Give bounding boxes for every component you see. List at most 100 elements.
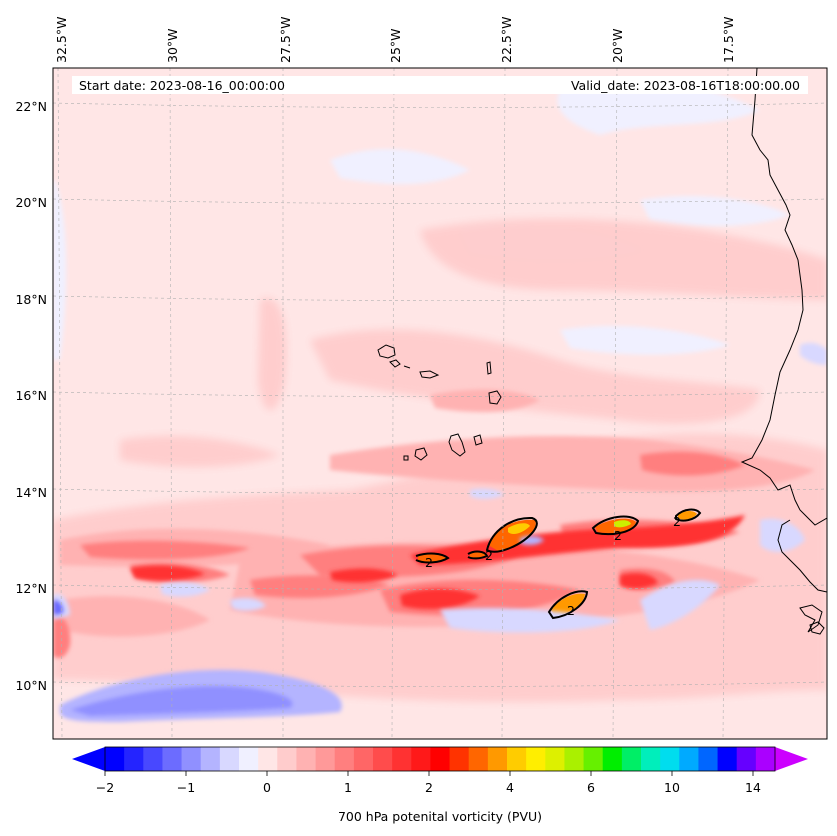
lon-label: 30°W (165, 28, 180, 63)
lon-label: 25°W (388, 28, 403, 63)
lat-label: 20°N (15, 195, 47, 210)
contour-labels: 2 2 2 2 2 (425, 514, 681, 618)
colorbar-cell (258, 747, 278, 771)
africa-coastline (777, 519, 827, 593)
colorbar-cell (641, 747, 661, 771)
colorbar-cell (162, 747, 183, 771)
pv-band-2 (430, 389, 540, 413)
contour-label: 2 (614, 528, 622, 543)
pv-contour (415, 552, 450, 564)
island-santo-antao (377, 344, 396, 359)
parallel (53, 198, 827, 204)
neg-pv-patch (330, 149, 470, 185)
lat-label: 10°N (15, 678, 47, 693)
island-boa-vista (488, 390, 502, 405)
pv-contour (485, 516, 538, 553)
lat-label: 12°N (15, 581, 47, 596)
start-date-label: Start date: 2023-08-16_00:00:00 (79, 78, 285, 93)
island-fogo (414, 447, 428, 461)
island-sao-vicente (389, 359, 401, 368)
pv-band-3 (80, 540, 250, 560)
contour-label: 2 (673, 514, 681, 529)
colorbar-tick-label: 14 (745, 780, 761, 795)
pv-contour (675, 508, 702, 522)
pv-core (678, 511, 697, 520)
colorbar-tick-label: 10 (664, 780, 680, 795)
colorbar-tick-label: 1 (344, 780, 352, 795)
colorbar-extend-low (72, 747, 105, 771)
valid-date-label: Valid_date: 2023-08-16T18:00:00.00 (571, 78, 800, 93)
lon-label: 17.5°W (721, 17, 736, 63)
colorbar-cell (353, 747, 374, 771)
colorbar-cell (392, 747, 412, 771)
latitude-labels: 22°N 20°N 18°N 16°N 14°N 12°N 10°N (15, 99, 47, 693)
pv-core (614, 520, 631, 528)
colorbar-cell (296, 747, 317, 771)
lat-label: 18°N (15, 292, 47, 307)
parallel (53, 102, 827, 108)
colorbar-cell (219, 747, 240, 771)
colorbar-ticks (104, 771, 754, 776)
colorbar-tick-label: −1 (177, 780, 195, 795)
colorbar-cell (679, 747, 699, 771)
colorbar-cell (449, 747, 470, 771)
lon-label: 22.5°W (499, 17, 514, 63)
pv-contour (467, 550, 489, 560)
neg-pv-patch (440, 608, 620, 633)
lon-label: 32.5°W (54, 17, 69, 63)
colorbar-cell (526, 747, 546, 771)
parallel (53, 391, 827, 397)
pv-contour (547, 590, 589, 620)
graticule (53, 68, 827, 739)
pv-band-3 (640, 451, 745, 476)
africa-coastline (809, 621, 825, 635)
neg-pv-patch (470, 488, 504, 499)
parallel (53, 584, 827, 590)
neg-pv-patch (760, 518, 805, 552)
pv-band-4 (130, 565, 205, 581)
parallel (53, 295, 827, 301)
colorbar-cell (736, 747, 757, 771)
colorbar-cell (239, 747, 259, 771)
meridian (612, 68, 618, 739)
africa-coastline (799, 604, 823, 633)
pv-band-2 (60, 596, 210, 637)
meridian (57, 68, 63, 739)
neg-pv-patch (640, 195, 790, 227)
neg-pv-patch (160, 582, 210, 597)
meridian (391, 68, 395, 739)
colorbar-cell (468, 747, 489, 771)
lat-label: 16°N (15, 388, 47, 403)
colorbar-cell (430, 747, 451, 771)
colorbar-cell (602, 747, 623, 771)
pv-2-contours (415, 508, 702, 620)
colorbar-tick-labels: −2 −1 0 1 2 4 6 10 14 (96, 780, 761, 795)
pv-core (508, 523, 530, 534)
colorbar-cell (698, 747, 719, 771)
colorbar-tick-label: 4 (506, 780, 514, 795)
contour-label: 2 (485, 548, 493, 563)
colorbar-tick-label: 6 (587, 780, 595, 795)
lon-label: 27.5°W (278, 17, 293, 63)
neg-pv-patch (640, 580, 720, 630)
neg-pv-patch (230, 598, 266, 611)
colorbar-cell (181, 747, 202, 771)
colorbar-cell (105, 747, 125, 771)
neg-pv-patch (800, 342, 827, 365)
pv-band-1 (420, 218, 827, 300)
colorbar-cell (143, 747, 163, 771)
map-frame (52, 67, 828, 740)
colorbar-cell (564, 747, 585, 771)
pv-field: 2 2 2 2 2 (53, 68, 827, 739)
island-santiago (448, 433, 466, 457)
colorbar-tick-label: 0 (263, 780, 271, 795)
colorbar-cell (717, 747, 738, 771)
pv-band-4 (400, 588, 480, 610)
island-brava (403, 455, 409, 461)
colorbar-cell (755, 747, 776, 771)
contour-label: 2 (567, 603, 575, 618)
colorbar-cell (487, 747, 508, 771)
colorbar-cell (507, 747, 527, 771)
pv-band-4 (330, 568, 398, 583)
